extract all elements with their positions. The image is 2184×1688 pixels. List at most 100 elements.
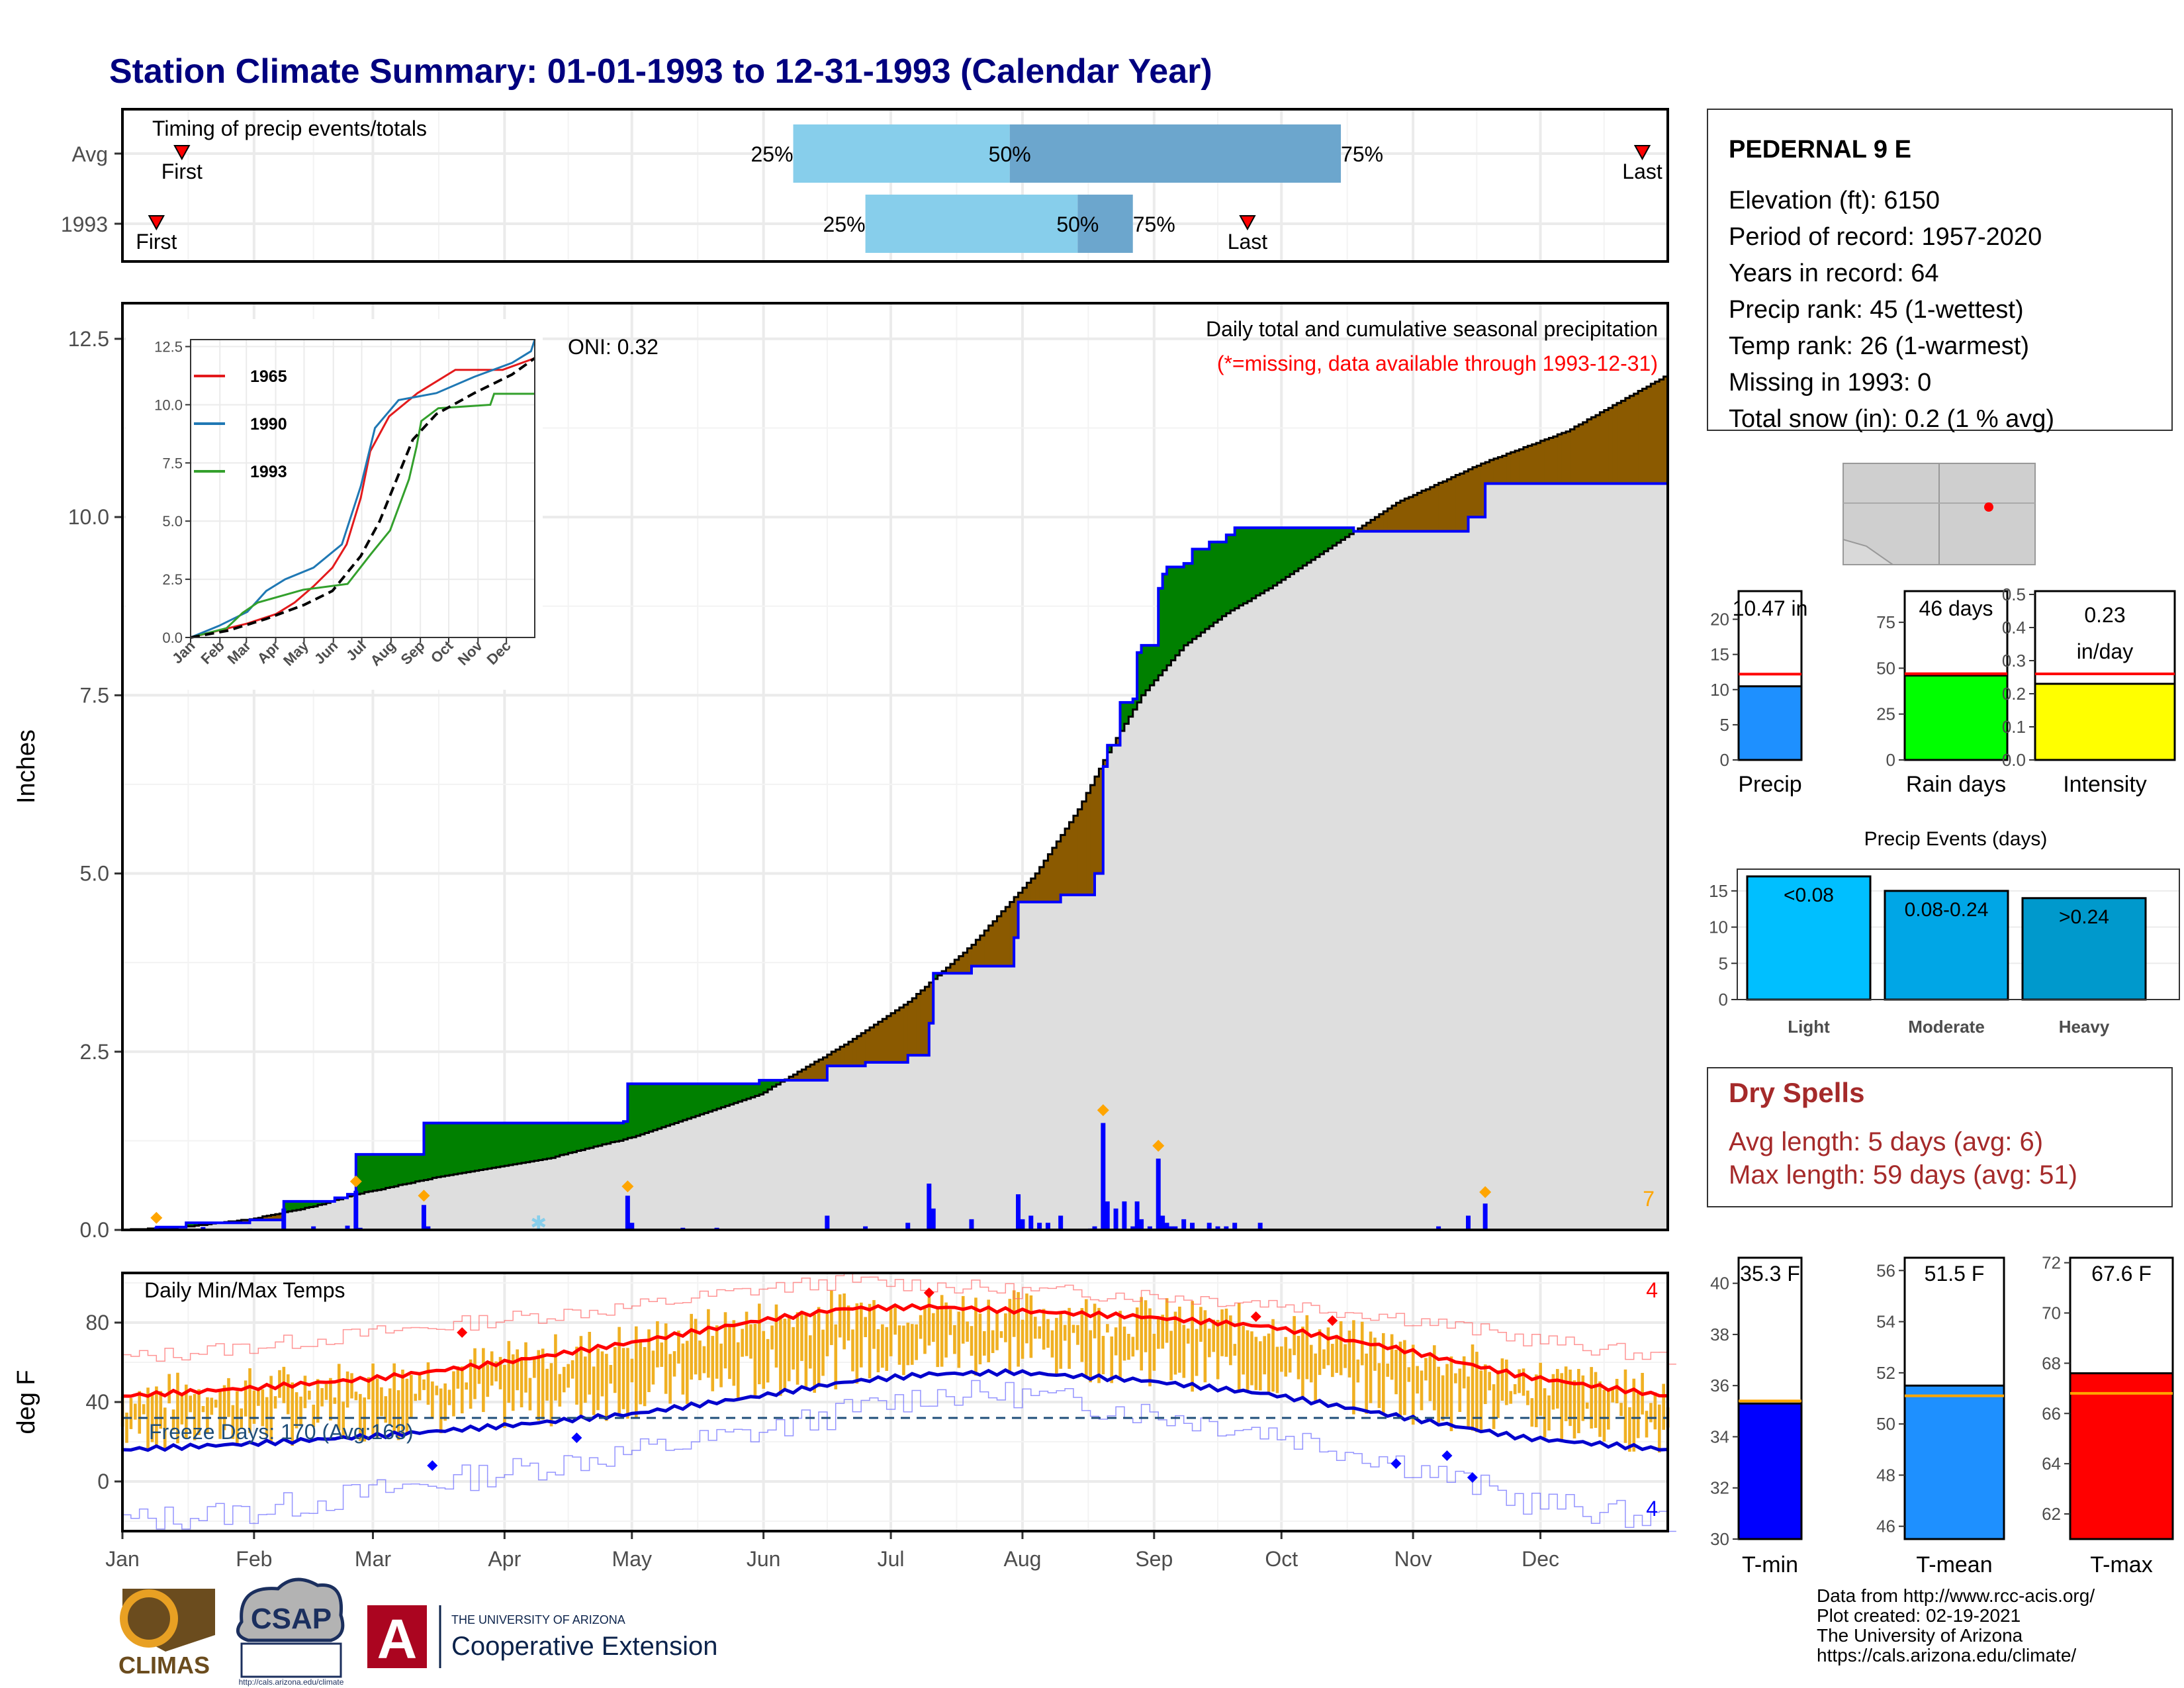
temp-daily-bar <box>1288 1348 1292 1373</box>
temp-daily-bar <box>528 1378 532 1411</box>
precip-above-normal <box>649 1084 654 1132</box>
precip-normal-line <box>122 374 1669 1231</box>
temp-daily-bar <box>1331 1344 1334 1378</box>
temp-max-count: 4 <box>1646 1278 1658 1302</box>
minibar-ytick-label: 0 <box>1886 750 1895 770</box>
precip-above-normal <box>1255 528 1261 596</box>
climas-logo-shape <box>122 1589 215 1652</box>
temp-daily-bar <box>189 1395 193 1413</box>
precip-below-normal <box>1060 835 1066 895</box>
precip-below-normal <box>1069 822 1074 895</box>
temp-daily-bar <box>405 1378 409 1434</box>
precip-daily-bar <box>1130 1226 1136 1230</box>
precip-above-normal <box>1158 588 1163 676</box>
temp-record-low-marker <box>571 1432 582 1443</box>
precip-daily-bar <box>1134 1201 1140 1230</box>
precip-below-normal <box>971 945 976 966</box>
timing-first-marker <box>173 145 191 161</box>
precip-daily-bar <box>1016 1194 1021 1230</box>
tempbar-ytick-label: 66 <box>2042 1403 2061 1423</box>
precip-below-normal <box>1086 792 1091 895</box>
credit-line: The University of Arizona <box>1817 1625 2023 1646</box>
temp-daily-bar <box>1182 1325 1186 1378</box>
precip-below-normal <box>1642 389 1647 484</box>
precip-above-normal <box>580 1123 586 1150</box>
precip-above-normal <box>729 1084 735 1105</box>
precip-daily-bar <box>426 1226 431 1230</box>
precip-below-normal <box>267 1215 272 1220</box>
precip-below-normal <box>984 930 989 966</box>
precip-below-normal <box>1357 528 1363 532</box>
precip-above-normal <box>377 1154 382 1190</box>
precip-below-normal <box>1480 463 1486 518</box>
temp-daily-bar <box>252 1390 256 1424</box>
temp-daily-bar <box>1432 1345 1436 1411</box>
temp-daily-bar <box>779 1315 782 1396</box>
temp-daily-bar <box>422 1379 426 1390</box>
inset-legend-label: 1993 <box>250 463 287 481</box>
timing-row-label: Avg <box>71 142 108 166</box>
temp-daily-bar <box>1033 1317 1037 1339</box>
temp-daily-bar <box>1025 1293 1028 1344</box>
temp-daily-bar <box>388 1388 392 1426</box>
month-label: Nov <box>1394 1547 1432 1571</box>
temp-daily-bar <box>1029 1295 1033 1358</box>
events-title: Precip Events (days) <box>1864 828 2048 850</box>
precip-below-normal <box>870 1027 875 1062</box>
tempbar-ytick-label: 30 <box>1710 1529 1729 1549</box>
precip-below-normal <box>1459 473 1465 532</box>
precip-below-normal <box>874 1024 879 1062</box>
temp-daily-bar <box>715 1325 719 1379</box>
precip-above-normal <box>640 1084 645 1135</box>
timing-pct-50: 50% <box>989 142 1031 166</box>
timing-bar-50-75 <box>1077 195 1133 253</box>
precip-frame <box>121 302 1669 1231</box>
temp-daily-bar <box>1424 1358 1428 1381</box>
temp-daily-bar <box>600 1351 604 1397</box>
temp-daily-bar <box>1551 1374 1555 1410</box>
precip-above-normal <box>398 1154 403 1186</box>
timing-pct-25: 25% <box>823 212 866 236</box>
precip-below-normal <box>920 990 926 1056</box>
precip-above-normal <box>1269 528 1274 588</box>
temp-daily-bar <box>796 1312 799 1385</box>
events-bar-inner-label: >0.24 <box>2059 906 2109 928</box>
precip-above-normal <box>1285 528 1291 577</box>
climas-logo-sun <box>120 1589 178 1648</box>
precip-below-normal <box>950 964 955 974</box>
temp-daily-bar <box>129 1397 133 1429</box>
precip-above-normal <box>288 1201 293 1211</box>
precip-above-normal <box>594 1123 599 1147</box>
temp-daily-bar <box>1428 1353 1432 1401</box>
precip-below-normal <box>916 994 921 1056</box>
precip-below-normal <box>1549 438 1554 484</box>
temp-daily-bar <box>1237 1303 1241 1391</box>
precip-above-normal <box>645 1084 650 1133</box>
precip-above-normal <box>420 1154 425 1181</box>
temp-daily-bar <box>558 1374 562 1407</box>
precip-below-normal <box>1030 878 1036 902</box>
events-bar-label: Heavy <box>2059 1017 2110 1037</box>
precip-below-normal <box>1404 498 1410 532</box>
timing-first-marker-label: First <box>161 160 203 183</box>
temp-daily-bar <box>1118 1311 1122 1379</box>
precip-above-normal <box>543 1123 548 1160</box>
temp-daily-bar <box>295 1392 298 1429</box>
precip-above-normal <box>564 1123 569 1154</box>
temp-daily-bar <box>1628 1407 1631 1452</box>
precip-below-normal <box>1655 381 1660 484</box>
precip-below-normal <box>882 1019 887 1062</box>
temp-daily-bar <box>1263 1336 1266 1375</box>
precip-above-normal <box>1137 652 1142 703</box>
precip-daily-bar <box>1156 1158 1161 1230</box>
precip-daily-bar <box>863 1226 868 1230</box>
temp-daily-bar <box>1500 1358 1504 1401</box>
timing-first-marker-label: First <box>136 230 177 254</box>
precip-above-normal <box>441 1123 446 1177</box>
temp-daily-bar <box>1615 1378 1619 1403</box>
precip-below-normal <box>976 939 981 966</box>
temp-ytick-label: 80 <box>85 1311 109 1335</box>
temp-record-high-marker <box>1250 1311 1261 1322</box>
temp-daily-bar <box>494 1361 498 1382</box>
temp-daily-bar <box>218 1391 222 1439</box>
